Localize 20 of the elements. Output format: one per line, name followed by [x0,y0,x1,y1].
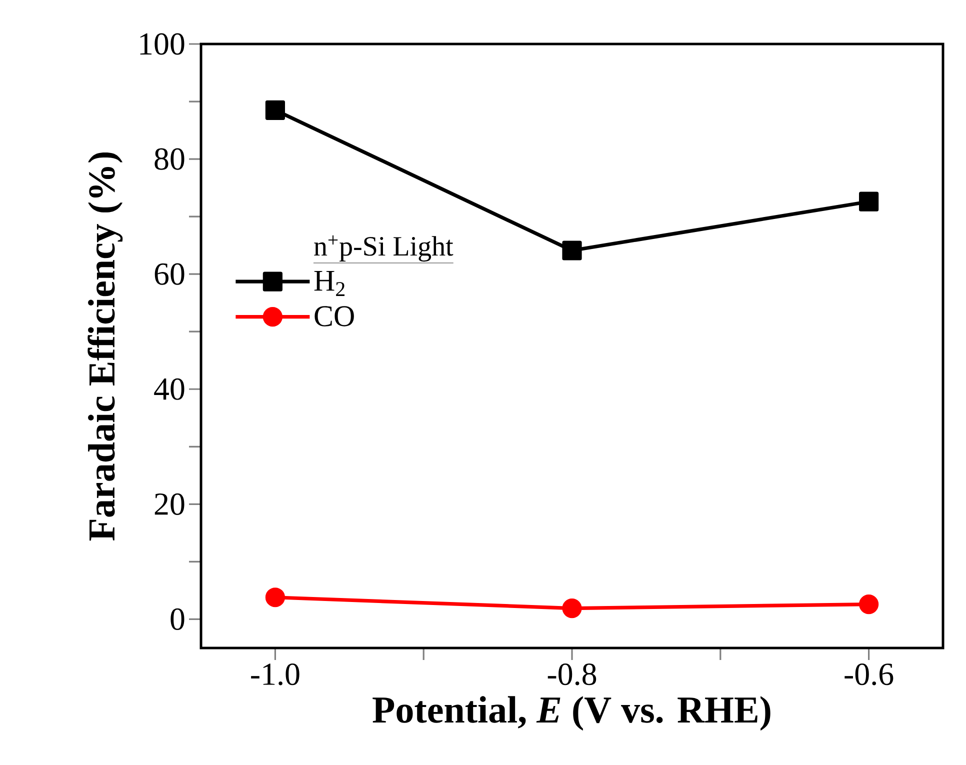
x-tick-label: -0.6 [844,664,894,686]
y-tick-label: 40 [154,378,184,400]
y-tick-label: 20 [154,493,184,515]
y-tick-label: 80 [154,148,184,170]
y-tick-label: 60 [154,263,184,285]
y-axis-title: Faradaic Efficiency (%) [88,152,123,541]
y-tick-label: 100 [140,33,184,55]
y-tick-label: 0 [170,608,184,630]
point [562,240,582,260]
point [859,192,879,212]
legend-title: n$^{+}$p-Si Light [314,235,454,262]
legend-label: CO [314,306,354,326]
point [859,594,879,614]
point [562,598,582,618]
x-axis-title: Potential, E (V vs. RHE) [372,696,770,731]
x-tick-label: -1.0 [251,664,300,686]
point [265,588,286,608]
point [265,100,286,120]
legend-label: H$_{2}$ [314,271,344,296]
x-tick-label: -0.8 [548,664,596,686]
